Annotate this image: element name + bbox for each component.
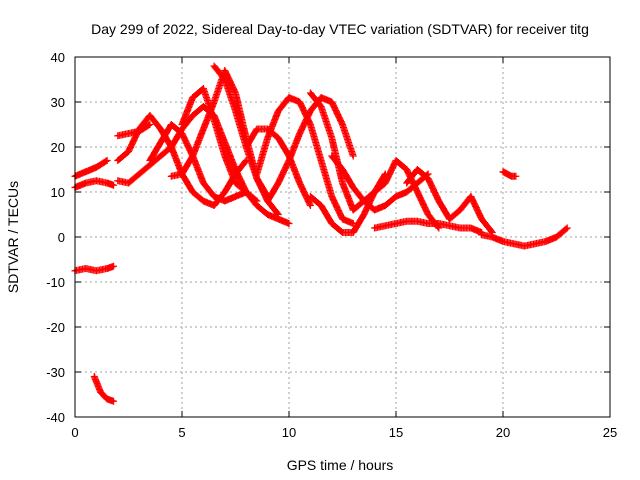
series-arc-18 xyxy=(349,157,443,232)
x-tick-label: 20 xyxy=(496,425,510,440)
series-arc-14 xyxy=(264,94,357,205)
series-arc-17 xyxy=(328,152,432,214)
x-tick-label: 10 xyxy=(282,425,296,440)
series-arc-8 xyxy=(146,121,250,205)
x-axis-title: GPS time / hours xyxy=(287,457,394,473)
series-markers xyxy=(90,373,118,405)
y-tick-label: -10 xyxy=(46,275,65,290)
y-tick-label: -20 xyxy=(46,320,65,335)
series-arc-19 xyxy=(371,217,486,236)
series-markers xyxy=(253,94,357,227)
y-tick-label: 10 xyxy=(51,185,65,200)
y-tick-label: 0 xyxy=(58,230,65,245)
series-markers xyxy=(114,121,154,140)
x-tick-label: 15 xyxy=(389,425,403,440)
x-tick-label: 25 xyxy=(603,425,617,440)
series-markers xyxy=(403,166,496,236)
series-markers xyxy=(371,217,486,236)
y-axis-title: SDTVAR / TECUs xyxy=(5,181,21,293)
y-tick-label: -30 xyxy=(46,365,65,380)
series-markers xyxy=(178,85,261,205)
series-arc-10 xyxy=(178,85,261,205)
y-tick-label: 20 xyxy=(51,140,65,155)
series-markers xyxy=(264,94,357,205)
axis-ticks: 0 5 10 15 20 25 -40 -30 -20 -10 0 10 20 30 40 xyxy=(46,50,617,440)
series-markers xyxy=(499,168,520,180)
y-tick-label: 30 xyxy=(51,95,65,110)
series-arc-4 xyxy=(90,373,118,405)
y-tick-label: -40 xyxy=(46,410,65,425)
series-markers xyxy=(146,121,250,205)
series-markers xyxy=(478,224,571,250)
y-tick-label: 40 xyxy=(51,50,65,65)
series-arc-20 xyxy=(403,166,496,236)
series-markers xyxy=(349,157,443,232)
x-tick-label: 5 xyxy=(178,425,185,440)
series-arc-13 xyxy=(253,94,357,227)
series-arc-21 xyxy=(478,224,571,250)
chart-title: Day 299 of 2022, Sidereal Day-to-day VTE… xyxy=(91,21,589,37)
x-tick-label: 0 xyxy=(71,425,78,440)
series-arc-22 xyxy=(499,168,520,180)
series-markers xyxy=(328,152,432,214)
series-arc-7 xyxy=(114,121,154,140)
